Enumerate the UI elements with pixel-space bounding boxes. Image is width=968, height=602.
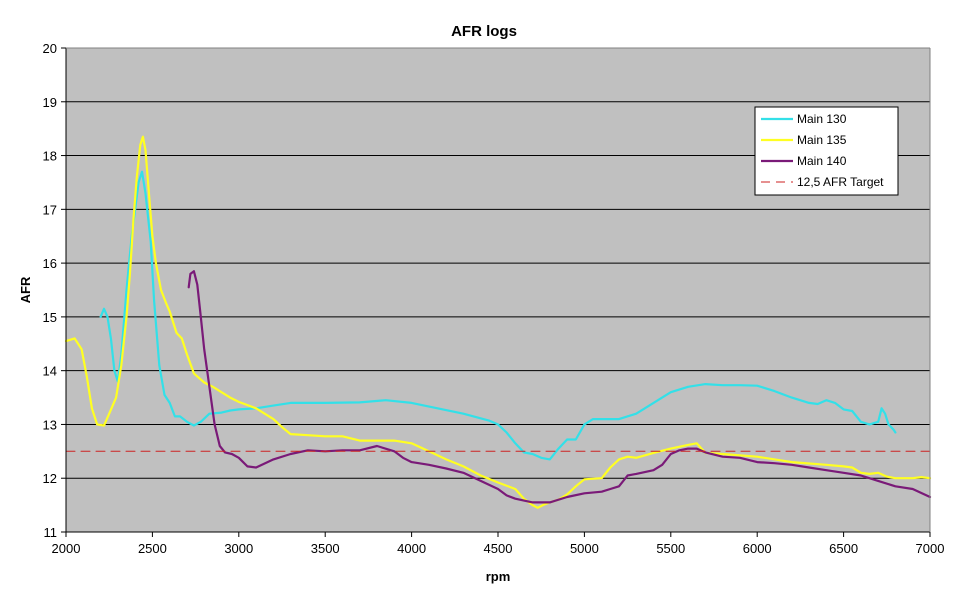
y-tick-label: 20 xyxy=(43,41,57,56)
x-tick-label: 7000 xyxy=(916,541,945,556)
x-tick-label: 5000 xyxy=(570,541,599,556)
series-lines xyxy=(64,135,932,509)
y-tick-labels: 11 12 13 14 15 16 17 18 19 20 xyxy=(43,41,57,540)
y-tick-label: 12 xyxy=(43,471,57,486)
legend: Main 130 Main 135 Main 140 12,5 AFR Target xyxy=(754,106,899,196)
x-tick-label: 6500 xyxy=(829,541,858,556)
legend-label-1: Main 130 xyxy=(797,112,847,126)
y-axis-label: AFR xyxy=(18,276,33,303)
x-tick-labels: 2000 2500 3000 3500 4000 4500 5000 5500 6000 6500… xyxy=(52,541,945,556)
axes xyxy=(61,47,931,537)
y-tick-label: 15 xyxy=(43,310,57,325)
y-tick-label: 18 xyxy=(43,149,57,164)
x-axis-label: rpm xyxy=(486,569,511,584)
legend-label-2: Main 135 xyxy=(797,133,847,147)
legend-box xyxy=(754,106,899,196)
y-tick-label: 19 xyxy=(43,95,57,110)
x-tick-label: 4500 xyxy=(484,541,513,556)
series-line-3 xyxy=(187,270,932,504)
x-tick-label: 5500 xyxy=(656,541,685,556)
chart-title: AFR logs xyxy=(451,23,517,40)
y-tick-label: 16 xyxy=(43,256,57,271)
y-tick-label: 17 xyxy=(43,202,57,217)
y-tick-label: 11 xyxy=(44,525,58,540)
x-tick-label: 4000 xyxy=(397,541,426,556)
x-tick-label: 3000 xyxy=(224,541,253,556)
x-tick-label: 2000 xyxy=(52,541,81,556)
series-line-1 xyxy=(99,170,897,461)
x-tick-label: 3500 xyxy=(311,541,340,556)
x-tick-label: 6000 xyxy=(743,541,772,556)
y-tick-label: 13 xyxy=(43,417,57,432)
y-tick-label: 14 xyxy=(43,364,57,379)
legend-label-3: Main 140 xyxy=(797,154,847,168)
legend-label-4: 12,5 AFR Target xyxy=(797,175,884,189)
x-tick-label: 2500 xyxy=(138,541,167,556)
